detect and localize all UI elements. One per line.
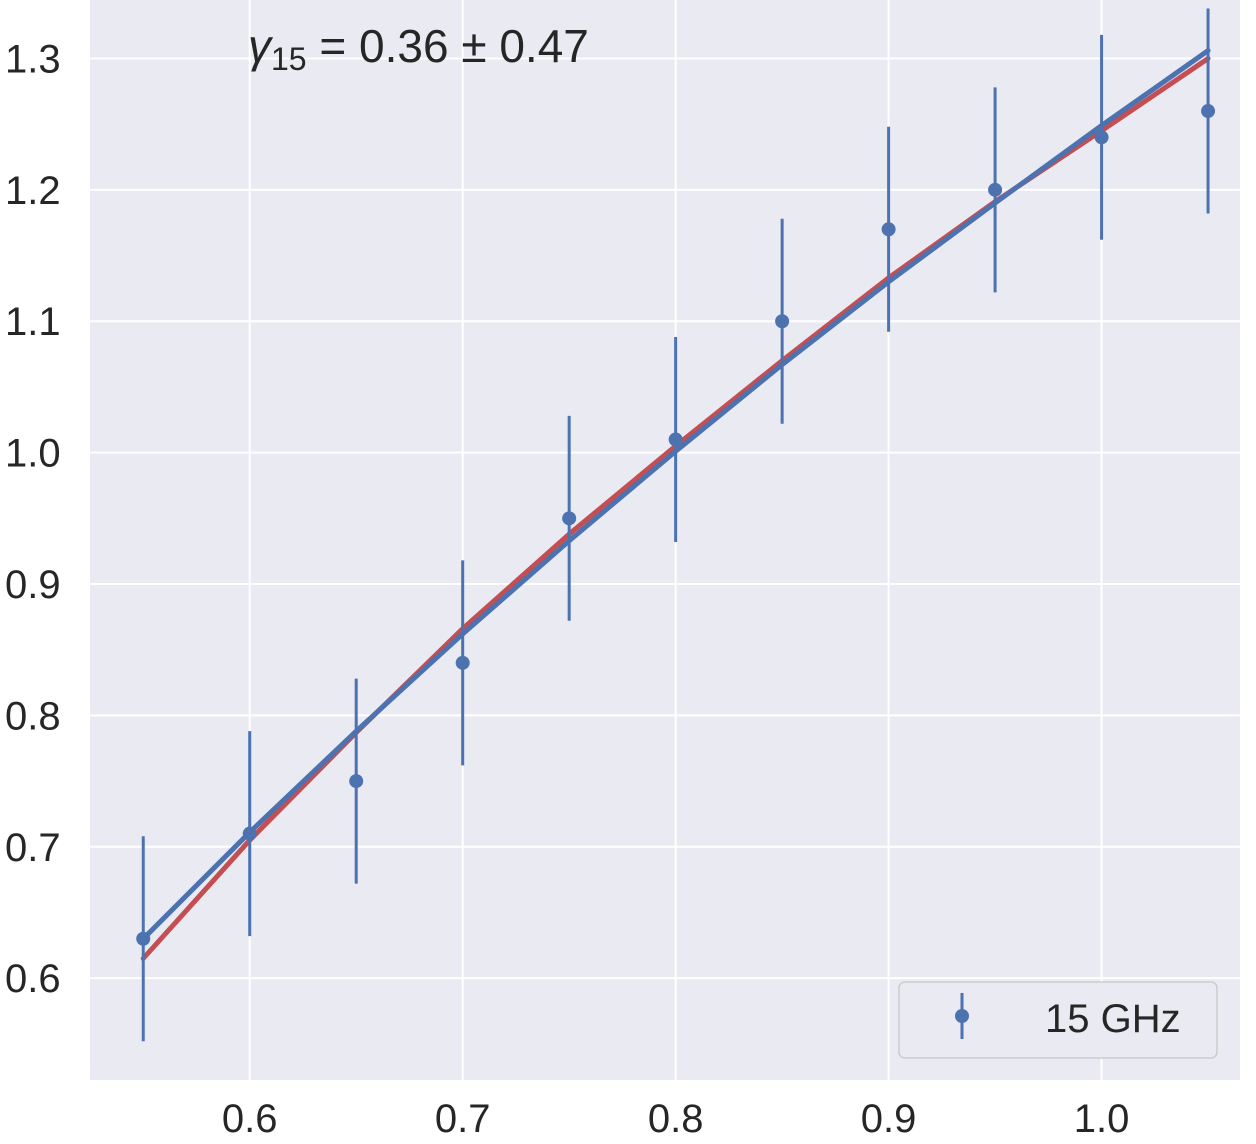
y-tick-labels: 0.6 0.7 0.8 0.9 1.0 1.1 1.2 1.3	[5, 37, 61, 1001]
gamma-annotation: γ15 = 0.36 ± 0.47	[248, 20, 589, 77]
data-point	[562, 511, 577, 526]
data-points	[136, 8, 1216, 1042]
data-point	[349, 774, 364, 789]
y-tick-label: 0.8	[5, 694, 61, 738]
data-point	[881, 222, 896, 237]
y-tick-label: 1.1	[5, 300, 61, 344]
data-point	[1201, 104, 1216, 119]
x-tick-label: 0.6	[222, 1097, 278, 1141]
data-point	[136, 931, 151, 946]
data-point	[775, 314, 790, 329]
data-point	[455, 655, 470, 670]
legend-label: 15 GHz	[1045, 997, 1181, 1041]
legend-marker-point	[955, 1009, 969, 1023]
gamma-value: = 0.36 ± 0.47	[307, 20, 589, 72]
y-tick-label: 0.7	[5, 826, 61, 870]
data-point	[1094, 130, 1109, 145]
x-tick-labels: 0.6 0.7 0.8 0.9 1.0	[222, 1097, 1129, 1141]
grid	[90, 0, 1240, 1080]
legend-box	[898, 981, 1218, 1059]
data-point	[242, 826, 257, 841]
legend: 15 GHz	[898, 981, 1218, 1059]
y-tick-label: 1.2	[5, 169, 61, 213]
plot-area	[90, 0, 1240, 1080]
y-tick-label: 0.9	[5, 563, 61, 607]
gamma-subscript: 15	[271, 41, 307, 77]
x-tick-label: 0.9	[861, 1097, 917, 1141]
x-tick-label: 0.7	[435, 1097, 491, 1141]
gamma-symbol: γ	[248, 20, 274, 72]
x-tick-label: 0.8	[648, 1097, 704, 1141]
y-tick-label: 1.3	[5, 37, 61, 81]
data-point	[988, 182, 1003, 197]
y-tick-label: 0.6	[5, 957, 61, 1001]
x-tick-label: 1.0	[1074, 1097, 1130, 1141]
data-point	[668, 432, 683, 447]
y-tick-label: 1.0	[5, 432, 61, 476]
